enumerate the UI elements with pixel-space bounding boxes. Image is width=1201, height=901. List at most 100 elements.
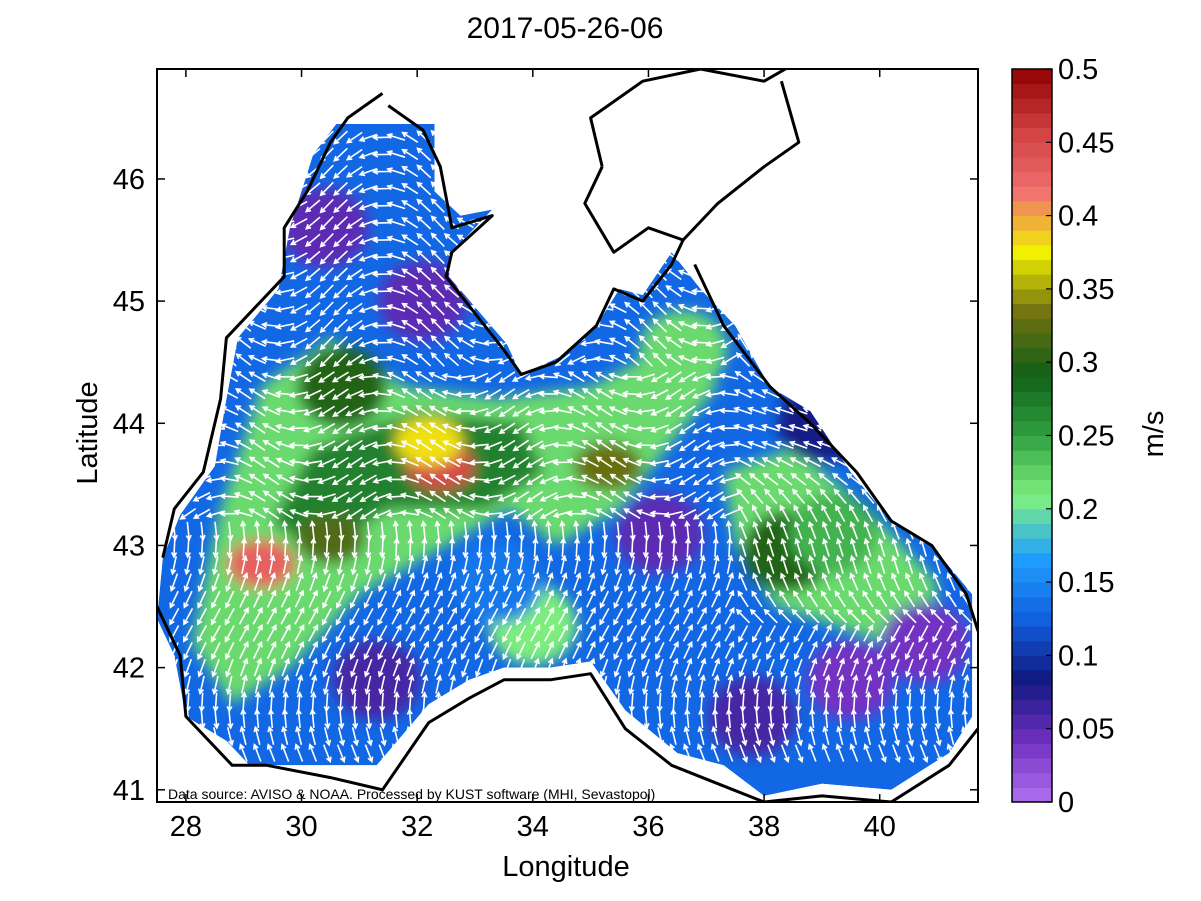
current-arrow [705, 134, 725, 142]
current-arrow [482, 134, 503, 141]
current-arrow [414, 491, 433, 502]
current-arrow [484, 406, 502, 417]
current-arrow [622, 440, 642, 449]
current-arrow [308, 725, 317, 745]
current-arrow [193, 131, 210, 144]
current-arrow [677, 149, 697, 159]
current-arrow [371, 271, 392, 278]
current-arrow [358, 202, 378, 211]
current-arrow [774, 184, 794, 193]
current-arrow [752, 572, 762, 591]
current-arrow [907, 709, 914, 730]
current-arrow [816, 184, 836, 193]
current-arrow [379, 709, 387, 730]
current-arrow [317, 475, 336, 485]
current-arrow [961, 657, 970, 677]
current-arrow [766, 264, 775, 283]
current-arrow [844, 440, 863, 450]
current-arrow [823, 691, 830, 711]
current-arrow [608, 320, 627, 331]
current-arrow [441, 406, 461, 415]
current-arrow [163, 356, 184, 363]
current-arrow [238, 624, 249, 642]
current-arrow [475, 556, 483, 576]
current-arrow [844, 389, 863, 399]
current-arrow [502, 625, 513, 643]
current-arrow [664, 440, 683, 451]
current-arrow [834, 333, 846, 351]
current-arrow [545, 708, 552, 728]
current-arrow [401, 353, 419, 366]
current-arrow [761, 389, 780, 399]
current-arrow [541, 164, 556, 180]
current-arrow [304, 216, 321, 230]
current-arrow [460, 625, 471, 643]
current-arrow [613, 658, 623, 678]
current-arrow [835, 247, 846, 266]
current-arrow [846, 608, 862, 624]
current-arrow [690, 134, 711, 141]
current-arrow [581, 457, 599, 468]
current-arrow [595, 388, 613, 400]
current-arrow [559, 708, 566, 728]
current-arrow [260, 150, 281, 157]
current-arrow [905, 537, 914, 557]
current-arrow [488, 573, 498, 593]
current-arrow [808, 725, 816, 745]
current-arrow [892, 692, 899, 713]
current-arrow [554, 165, 571, 179]
current-arrow [665, 131, 682, 144]
current-arrow [512, 251, 529, 264]
current-arrow [690, 202, 711, 209]
current-arrow [601, 709, 609, 730]
current-arrow [527, 267, 543, 282]
current-arrow [873, 216, 890, 230]
current-arrow [641, 642, 651, 661]
current-arrow [247, 337, 267, 348]
current-arrow [335, 642, 346, 661]
current-arrow [593, 133, 614, 140]
current-arrow [738, 537, 747, 557]
current-arrow [333, 216, 348, 231]
current-arrow [566, 510, 586, 517]
x-axis: 28 30 32 34 36 38 40 [170, 69, 896, 843]
current-arrow [289, 217, 308, 228]
current-arrow [719, 492, 739, 502]
current-arrow [623, 318, 640, 332]
current-arrow [469, 133, 489, 141]
current-arrow [322, 675, 330, 696]
current-arrow [490, 709, 498, 730]
current-arrow [416, 215, 432, 230]
current-arrow [705, 271, 725, 279]
current-arrow [608, 269, 627, 280]
current-arrow [748, 216, 765, 230]
current-arrow [289, 132, 308, 143]
current-arrow [183, 625, 194, 643]
current-arrow [274, 203, 295, 210]
current-arrow [918, 642, 929, 661]
current-arrow [796, 709, 803, 730]
current-arrow [435, 674, 443, 694]
current-arrow [919, 554, 928, 574]
current-arrow [684, 572, 693, 591]
current-arrow [554, 319, 571, 333]
current-arrow [248, 508, 266, 519]
current-arrow [572, 640, 582, 659]
current-arrow [665, 216, 682, 229]
current-arrow [170, 692, 178, 713]
current-arrow [879, 709, 886, 730]
current-arrow [512, 182, 529, 195]
current-arrow [557, 606, 568, 625]
current-arrow [197, 625, 208, 643]
current-arrow [779, 590, 791, 608]
current-arrow [338, 709, 345, 730]
current-arrow [179, 507, 197, 520]
current-arrow [585, 743, 595, 762]
current-arrow [918, 625, 929, 643]
current-arrow [294, 589, 305, 608]
current-arrow [443, 318, 460, 333]
current-arrow [905, 315, 915, 335]
current-arrow [740, 709, 747, 730]
current-arrow [932, 658, 942, 678]
current-arrow [266, 743, 276, 762]
